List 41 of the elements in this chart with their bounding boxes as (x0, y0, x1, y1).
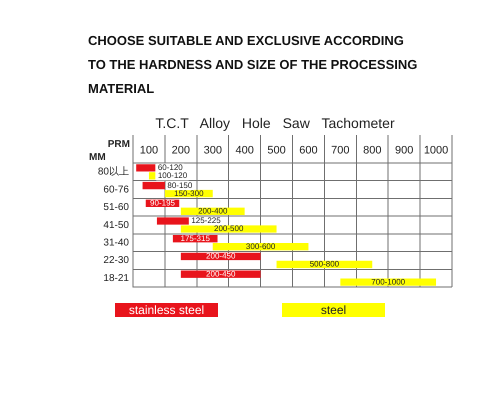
text: stainless steel (115, 303, 218, 317)
x-axis-title: PRM (108, 139, 130, 150)
x-tick-label: 700 (331, 144, 350, 156)
bar (136, 164, 156, 172)
x-tick-label: 900 (394, 144, 414, 156)
chart-title: CHOOSE SUITABLE AND EXCLUSIVE ACCORDING TO THE HARDNESS AND SIZE OF THE PROCESSING MATERIAL (88, 32, 418, 98)
data-label: 80-150 (167, 180, 193, 190)
x-tick-label: 300 (204, 144, 222, 156)
data-label: 150-300 (174, 188, 204, 198)
series-label: steel (282, 303, 385, 317)
data-label: 200-400 (198, 206, 228, 216)
y-tick-label: 41-50 (103, 220, 130, 231)
bar (142, 182, 165, 190)
x-tick-label: 500 (267, 144, 286, 156)
y-tick-label: 22-30 (103, 255, 130, 266)
x-tick-label: 600 (299, 144, 318, 156)
bar (148, 172, 156, 180)
data-label: 200-450 (206, 252, 236, 261)
y-tick-label: 51-60 (103, 202, 130, 214)
data-label: 175-315 (180, 234, 210, 243)
x-tick-label: 200 (172, 144, 190, 156)
x-tick-label: 800 (363, 144, 382, 156)
chart-subtitle: T.C.T Alloy Hole Saw Tachometer (154, 115, 396, 131)
y-axis-title: MM (89, 152, 106, 163)
data-label: 100-120 (158, 171, 188, 180)
x-tick-label: 400 (235, 144, 254, 156)
y-tick-label: 18-21 (103, 272, 130, 284)
data-label: 200-500 (214, 224, 244, 234)
y-tick-label: 31-40 (103, 237, 130, 248)
data-label: 90-195 (150, 198, 176, 208)
data-label: 125-225 (191, 216, 222, 226)
data-label: 700-1000 (371, 277, 406, 286)
y-tick-label: 80以上 (98, 166, 129, 178)
x-tick-label: 100 (140, 144, 158, 156)
bar (156, 217, 189, 225)
y-tick-label: 60-76 (103, 184, 130, 196)
data-label: 60-120 (158, 163, 184, 172)
data-label: 200-450 (206, 269, 236, 278)
x-tick-label: 1000 (424, 144, 448, 156)
data-label: 500-800 (310, 260, 340, 269)
data-label: 300-600 (246, 242, 276, 251)
